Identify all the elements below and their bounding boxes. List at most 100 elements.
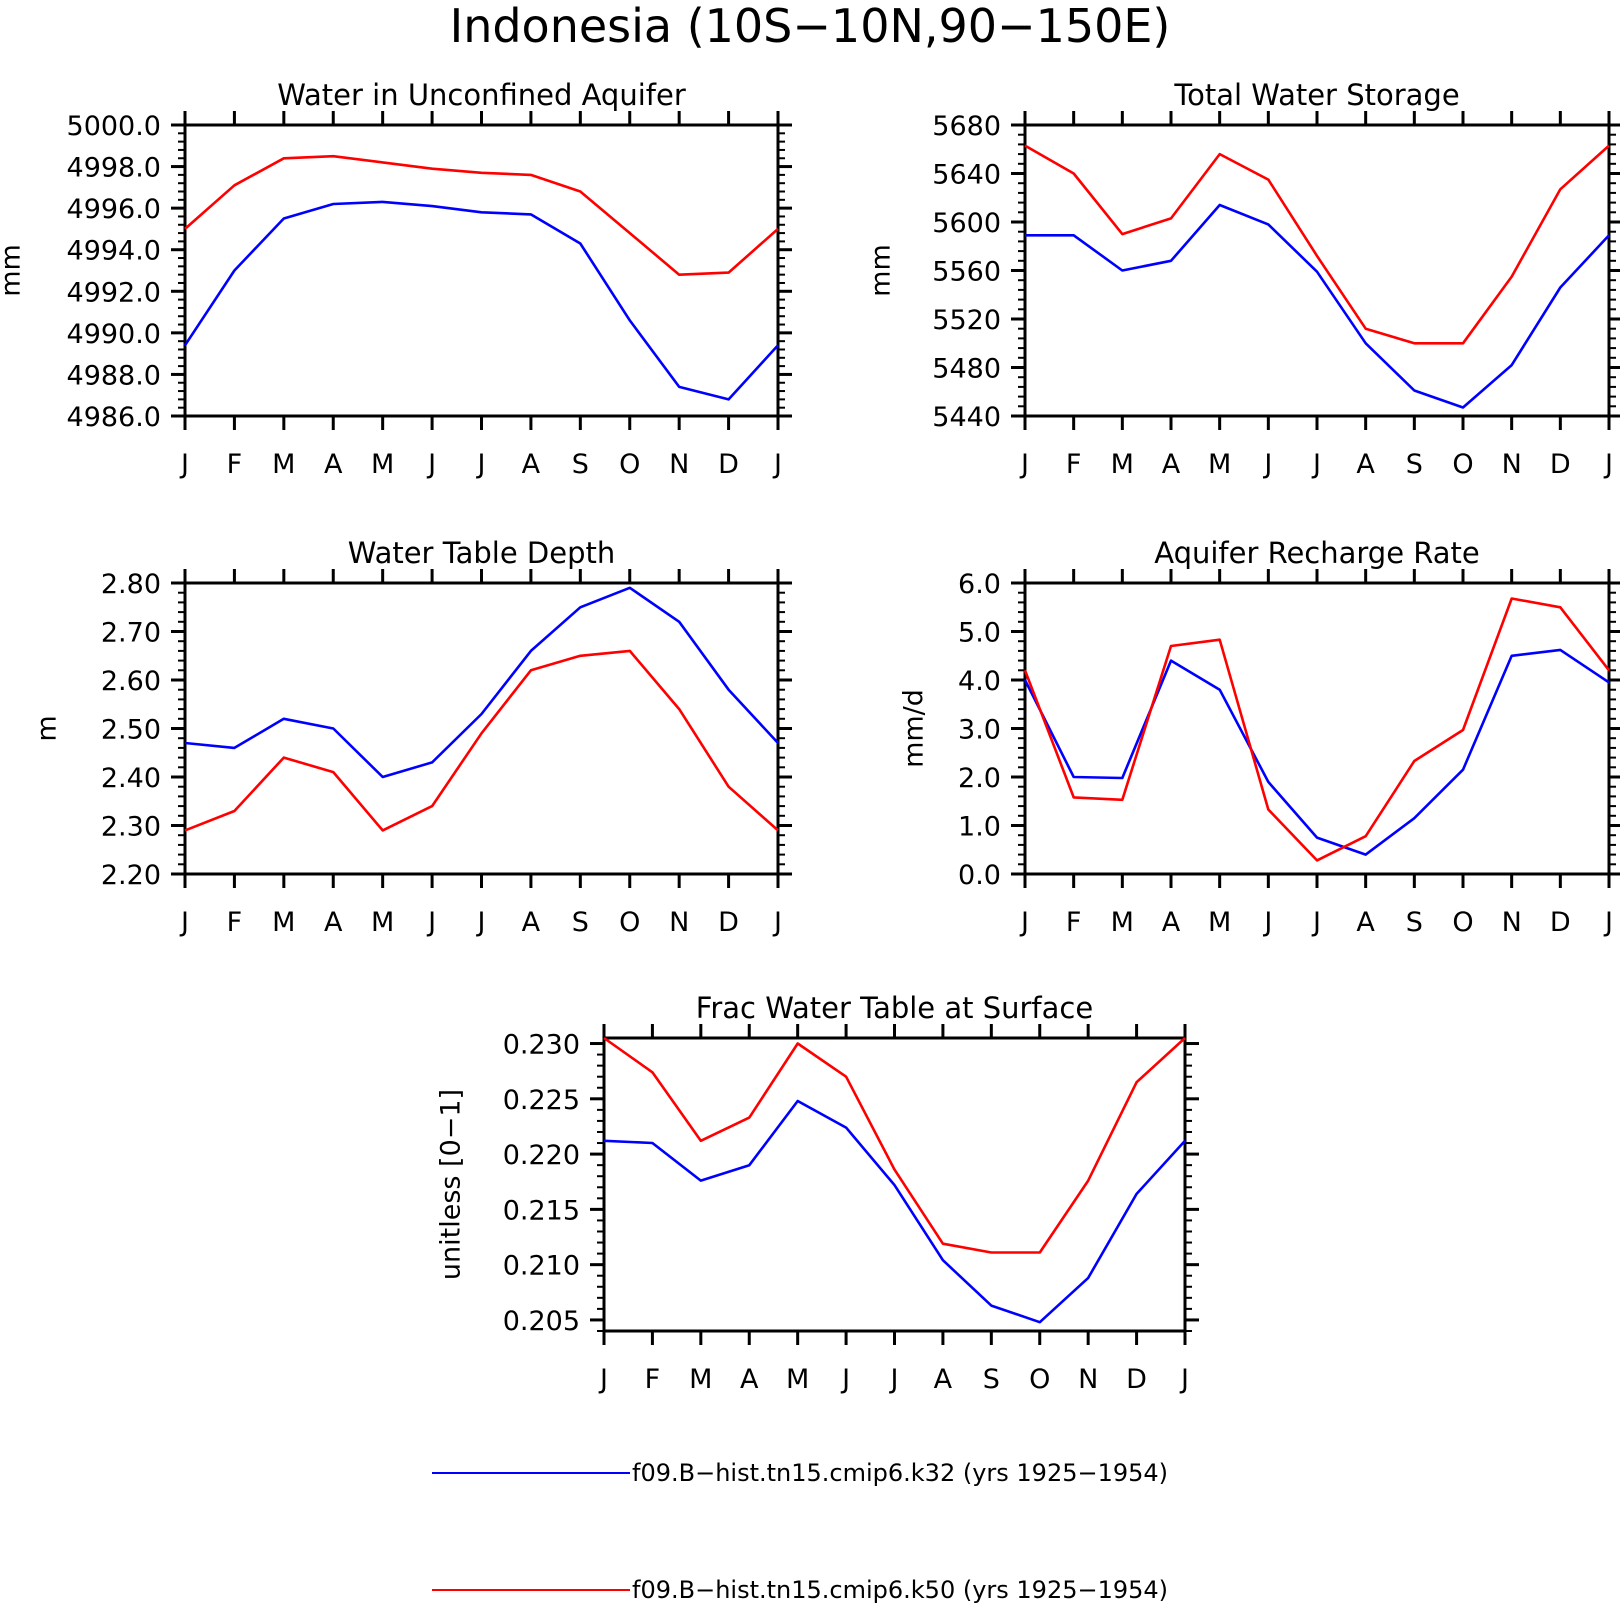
legend-label-k50: f09.B−hist.tn15.cmip6.k50 (yrs 1925−1954… — [632, 1576, 1168, 1604]
x-tick-label: S — [1406, 907, 1423, 938]
y-axis-label: mm — [0, 244, 27, 297]
x-tick-label: A — [522, 449, 541, 480]
x-tick-label: N — [1502, 449, 1522, 480]
x-tick-label: J — [889, 1364, 899, 1395]
series-line-1 — [1025, 203, 1610, 409]
x-tick-label: J — [179, 907, 189, 938]
x-tick-label: A — [1356, 907, 1375, 938]
x-tick-label: O — [619, 907, 640, 938]
y-tick-label: 5680 — [932, 111, 1001, 142]
x-tick-label: J — [1603, 907, 1613, 938]
y-tick-label: 6.0 — [958, 569, 1001, 600]
x-tick-label: A — [740, 1364, 759, 1395]
y-tick-label: 2.40 — [101, 763, 161, 794]
series-line-2 — [1024, 144, 1610, 345]
y-tick-label: 5440 — [932, 402, 1001, 433]
chart-title: Water in Unconfined Aquifer — [277, 78, 686, 112]
y-tick-label: 4988.0 — [67, 360, 161, 391]
x-tick-label: S — [983, 1364, 1000, 1395]
x-tick-label: S — [572, 449, 589, 480]
x-tick-label: J — [476, 907, 486, 938]
x-tick-label: F — [645, 1364, 661, 1395]
x-tick-label: A — [1162, 907, 1181, 938]
x-tick-label: A — [324, 907, 343, 938]
x-tick-label: M — [371, 907, 394, 938]
chart-title: Frac Water Table at Surface — [696, 991, 1093, 1025]
y-tick-label: 0.230 — [503, 1030, 580, 1061]
x-tick-label: O — [1029, 1364, 1050, 1395]
series-line-1 — [183, 200, 779, 401]
y-tick-label: 0.215 — [503, 1195, 580, 1226]
series-line-2 — [184, 154, 779, 277]
y-tick-label: 5600 — [932, 208, 1001, 239]
x-tick-label: F — [1066, 907, 1082, 938]
x-tick-label: M — [689, 1364, 712, 1395]
x-tick-label: D — [1550, 449, 1571, 480]
y-tick-label: 2.70 — [101, 618, 161, 649]
x-tick-label: O — [1452, 907, 1473, 938]
plot-frame — [1023, 581, 1611, 876]
y-tick-label: 4998.0 — [67, 153, 161, 184]
x-tick-label: S — [1406, 449, 1423, 480]
y-tick-label: 1.0 — [958, 812, 1001, 843]
x-tick-label: D — [718, 907, 739, 938]
x-tick-label: A — [934, 1364, 953, 1395]
y-tick-label: 4.0 — [958, 666, 1001, 697]
x-tick-label: A — [1356, 449, 1375, 480]
figure-title: Indonesia (10S−10N,90−150E) — [450, 0, 1171, 53]
x-tick-label: J — [179, 449, 189, 480]
y-axis-label: m — [32, 715, 63, 741]
x-tick-label: M — [272, 449, 295, 480]
x-tick-label: J — [426, 449, 436, 480]
y-tick-label: 2.30 — [101, 812, 161, 843]
series-line-2 — [184, 649, 779, 832]
x-tick-label: J — [426, 907, 436, 938]
x-tick-label: M — [1111, 907, 1134, 938]
legend-label-k32: f09.B−hist.tn15.cmip6.k32 (yrs 1925−1954… — [632, 1459, 1168, 1487]
x-tick-label: A — [1162, 449, 1181, 480]
x-tick-label: J — [1019, 907, 1029, 938]
legend-item-k50: f09.B−hist.tn15.cmip6.k50 (yrs 1925−1954… — [432, 1576, 1168, 1604]
y-tick-label: 4994.0 — [67, 236, 161, 267]
x-tick-label: N — [1502, 907, 1522, 938]
legend-item-k32: f09.B−hist.tn15.cmip6.k32 (yrs 1925−1954… — [432, 1459, 1168, 1487]
y-tick-label: 2.20 — [101, 860, 161, 891]
x-tick-label: M — [272, 907, 295, 938]
x-tick-label: J — [1019, 449, 1029, 480]
x-tick-label: F — [227, 907, 243, 938]
x-tick-label: A — [522, 907, 541, 938]
x-tick-label: J — [1179, 1364, 1189, 1395]
x-tick-label: J — [1311, 449, 1321, 480]
y-tick-label: 2.50 — [101, 715, 161, 746]
series-line-1 — [1023, 648, 1610, 856]
y-tick-label: 5.0 — [958, 618, 1001, 649]
plot-frame — [183, 123, 780, 418]
x-tick-label: O — [1452, 449, 1473, 480]
x-tick-label: D — [1126, 1364, 1147, 1395]
y-tick-label: 3.0 — [958, 715, 1001, 746]
x-tick-label: M — [371, 449, 394, 480]
chart-title: Total Water Storage — [1173, 78, 1459, 112]
x-tick-label: J — [1311, 907, 1321, 938]
x-tick-label: S — [572, 907, 589, 938]
chart-title: Aquifer Recharge Rate — [1154, 536, 1480, 570]
x-tick-label: N — [1078, 1364, 1098, 1395]
y-tick-label: 4992.0 — [67, 277, 161, 308]
x-tick-label: J — [1603, 449, 1613, 480]
legend: f09.B−hist.tn15.cmip6.k32 (yrs 1925−1954… — [432, 1459, 1168, 1604]
x-tick-label: M — [1111, 449, 1134, 480]
x-tick-label: A — [324, 449, 343, 480]
x-tick-label: J — [840, 1364, 850, 1395]
y-tick-label: 0.220 — [503, 1140, 580, 1171]
y-tick-label: 2.0 — [958, 763, 1001, 794]
y-tick-label: 2.60 — [101, 666, 161, 697]
series-line-1 — [603, 1099, 1186, 1324]
y-tick-label: 5560 — [932, 257, 1001, 288]
x-tick-label: N — [669, 907, 689, 938]
y-tick-label: 5000.0 — [67, 111, 161, 142]
y-tick-label: 4996.0 — [67, 194, 161, 225]
x-tick-label: J — [476, 449, 486, 480]
